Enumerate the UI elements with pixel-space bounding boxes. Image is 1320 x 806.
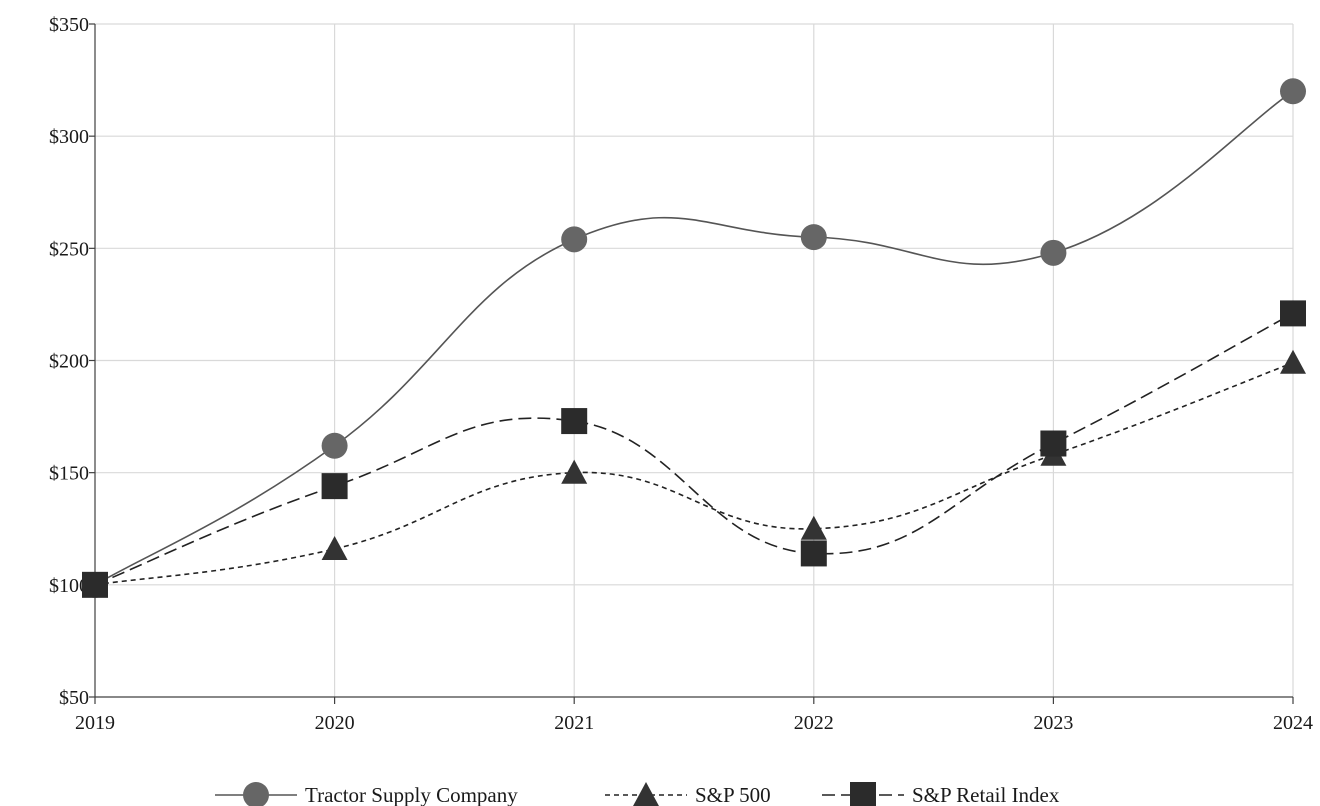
series-0: [82, 78, 1306, 598]
y-tick-label: $50: [59, 687, 89, 709]
data-point-square: [561, 408, 588, 435]
legend-item-0: Tractor Supply Company: [215, 782, 518, 806]
data-point-square: [321, 473, 348, 500]
legend-label: S&P 500: [695, 783, 771, 806]
y-tick-label: $350: [49, 14, 89, 36]
data-point-triangle: [321, 535, 348, 560]
data-point-square: [1040, 430, 1067, 457]
series-line: [94, 90, 1294, 586]
series-line: [94, 312, 1294, 586]
x-tick-label: 2020: [315, 712, 355, 734]
data-point-triangle: [561, 459, 588, 484]
x-tick-label: 2021: [554, 712, 594, 734]
x-tick-label: 2022: [794, 712, 834, 734]
data-point-circle: [321, 432, 348, 459]
y-tick-label: $250: [49, 238, 89, 260]
y-tick-label: $200: [49, 351, 89, 373]
series-layer: [82, 78, 1306, 598]
grid-layer: [95, 23, 1294, 697]
legend-item-1: S&P 500: [605, 782, 771, 806]
data-point-circle: [800, 224, 827, 251]
series-2: [82, 300, 1306, 598]
data-point-triangle: [800, 515, 827, 540]
legend-marker-square: [850, 782, 876, 806]
series-line: [94, 361, 1294, 586]
data-point-square: [800, 540, 827, 567]
x-tick-label: 2023: [1033, 712, 1073, 734]
y-tick-label: $300: [49, 126, 89, 148]
legend-label: Tractor Supply Company: [305, 783, 518, 806]
legend-label: S&P Retail Index: [912, 783, 1060, 806]
legend-marker-circle: [243, 782, 269, 806]
legend-item-2: S&P Retail Index: [822, 782, 1060, 806]
axis-layer: $50 $100 $150 $200 $250 $300 $350 2019 2020 2021 2…: [49, 14, 1313, 734]
data-point-circle: [1040, 239, 1067, 266]
data-point-circle: [561, 226, 588, 253]
data-point-square: [1280, 300, 1306, 327]
x-tick-label: 2019: [75, 712, 115, 734]
legend-marker-triangle: [633, 782, 659, 806]
data-point-triangle: [1280, 349, 1306, 374]
x-tick-label: 2024: [1273, 712, 1313, 734]
data-point-circle: [1280, 78, 1306, 105]
y-tick-label: $100: [49, 575, 89, 597]
y-tick-label: $150: [49, 463, 89, 485]
legend: Tractor Supply Company S&P 500 S&P Retail …: [215, 782, 1060, 806]
data-point-square: [82, 571, 108, 598]
